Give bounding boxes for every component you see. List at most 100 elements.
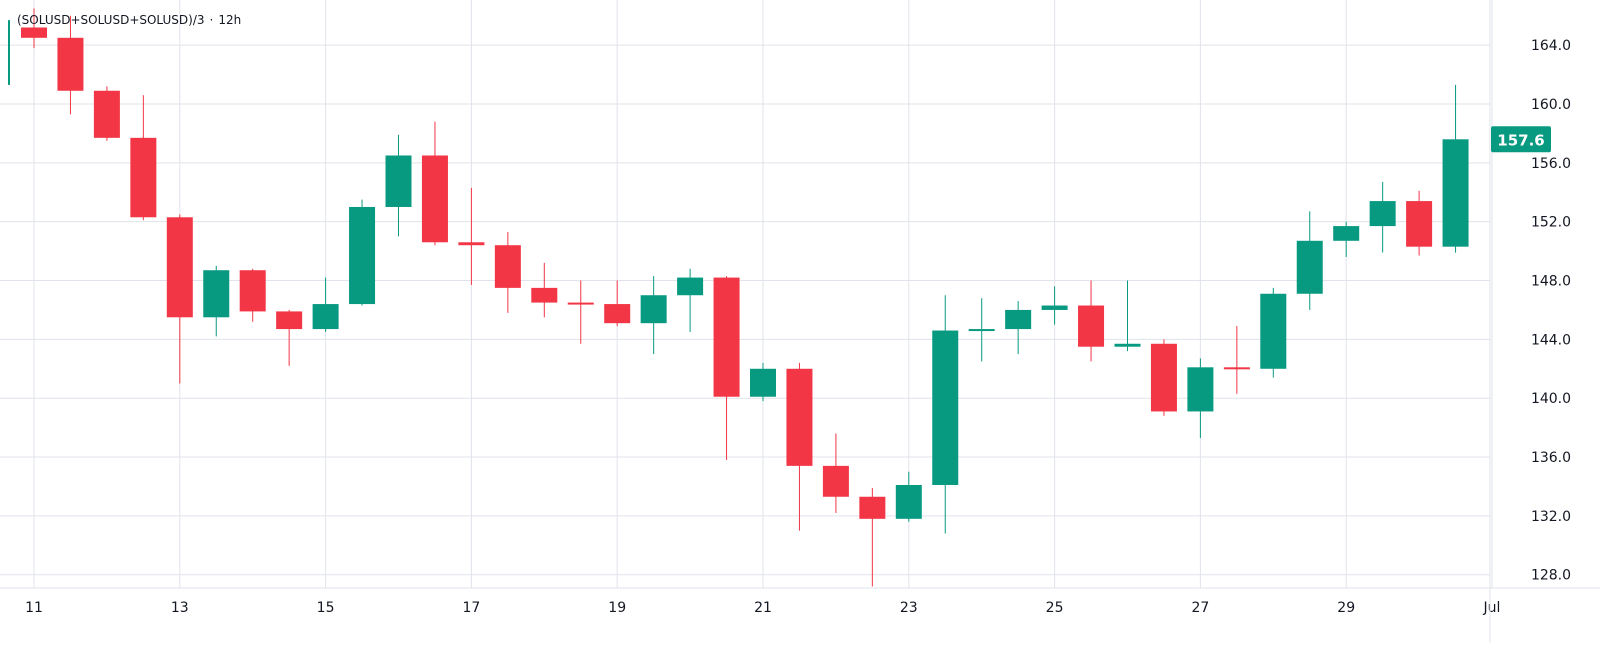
candle-body — [713, 277, 740, 397]
candle-body — [531, 287, 558, 303]
candle-body — [822, 465, 849, 497]
candle — [932, 295, 959, 534]
candle — [713, 276, 740, 460]
candle — [239, 268, 266, 322]
candle — [822, 433, 849, 513]
candles — [8, 8, 1469, 587]
candle-body — [349, 206, 376, 305]
x-tick-label: 27 — [1191, 600, 1209, 616]
x-tick-label: 21 — [754, 600, 772, 616]
candle — [1078, 280, 1105, 362]
candle-body — [494, 245, 521, 288]
candle — [1296, 211, 1323, 310]
candle — [786, 362, 813, 531]
candle — [1223, 326, 1250, 394]
legend-interval: 12h — [218, 13, 242, 27]
x-tick-label: 19 — [608, 600, 626, 616]
candle-body — [1187, 367, 1214, 412]
candle-body — [93, 90, 120, 138]
candle — [421, 121, 448, 246]
candle-body — [640, 295, 667, 324]
candle-body — [968, 329, 995, 332]
y-tick-label: 140.0 — [1531, 391, 1571, 407]
x-tick-label: 25 — [1046, 600, 1064, 616]
candle — [1369, 181, 1396, 253]
candle-body — [239, 270, 266, 312]
candle — [640, 276, 667, 355]
candle-body — [895, 484, 922, 519]
y-tick-label: 152.0 — [1531, 215, 1571, 231]
candle — [1041, 286, 1068, 325]
candle — [604, 280, 631, 327]
candle-body — [1333, 226, 1360, 241]
candle — [349, 199, 376, 306]
chart-legend: (SOLUSD+SOLUSD+SOLUSD)/3 · 12h — [17, 13, 241, 27]
candle — [895, 471, 922, 522]
candle-body — [203, 270, 230, 318]
candle — [1187, 358, 1214, 438]
candle — [385, 134, 412, 237]
x-tick-label: 15 — [317, 600, 335, 616]
candle — [1260, 287, 1287, 378]
x-tick-label: 29 — [1337, 600, 1355, 616]
y-tick-label: 144.0 — [1531, 332, 1571, 348]
candle — [1150, 339, 1177, 416]
x-tick-label: Jul — [1483, 600, 1501, 616]
candle-body — [1442, 139, 1469, 247]
candle — [1005, 301, 1032, 355]
y-tick-label: 164.0 — [1531, 38, 1571, 54]
candle-body — [166, 217, 193, 318]
candle — [21, 8, 47, 49]
candle-body — [1223, 367, 1250, 370]
candle-body — [421, 155, 448, 243]
legend-separator: · — [209, 13, 214, 27]
candle-body — [786, 368, 813, 466]
candle — [130, 95, 157, 221]
candle-body — [1078, 305, 1105, 347]
candle-body — [1005, 309, 1032, 330]
candle — [567, 280, 594, 344]
candle-body — [1296, 240, 1323, 294]
candle-body — [57, 37, 84, 91]
x-tick-label: 13 — [171, 600, 189, 616]
candle-body — [385, 155, 412, 207]
x-tick-label: 23 — [900, 600, 918, 616]
candle — [166, 214, 193, 384]
y-tick-label: 148.0 — [1531, 274, 1571, 290]
candle — [458, 187, 485, 285]
candle-body — [1260, 293, 1287, 369]
candle-body — [750, 368, 776, 397]
y-tick-label: 136.0 — [1531, 450, 1571, 466]
y-tick-label: 160.0 — [1531, 97, 1571, 113]
candle — [531, 262, 558, 318]
candle-body — [604, 304, 631, 324]
candle — [93, 86, 120, 141]
candle — [57, 15, 84, 115]
candle-body — [567, 302, 594, 305]
x-tick-label: 17 — [462, 600, 480, 616]
candle-body — [1114, 343, 1141, 347]
x-tick-label: 11 — [25, 600, 43, 616]
candle-body — [859, 496, 886, 519]
y-tick-label: 156.0 — [1531, 156, 1571, 172]
candle-body — [1150, 343, 1177, 412]
candle — [968, 298, 995, 362]
y-tick-label: 128.0 — [1531, 568, 1571, 584]
candle-body — [276, 311, 303, 330]
candle — [276, 309, 303, 366]
candle — [494, 231, 521, 313]
candle-body — [1406, 201, 1433, 247]
candle — [1406, 190, 1433, 256]
candle-body — [677, 277, 704, 296]
candle — [203, 265, 230, 337]
legend-symbol: (SOLUSD+SOLUSD+SOLUSD)/3 — [17, 13, 205, 27]
candle — [312, 277, 339, 333]
candle-body — [21, 27, 47, 38]
candle-body — [130, 137, 157, 218]
last-price-label: 157.6 — [1497, 131, 1544, 149]
candle — [1442, 84, 1469, 253]
candle — [1114, 280, 1141, 352]
